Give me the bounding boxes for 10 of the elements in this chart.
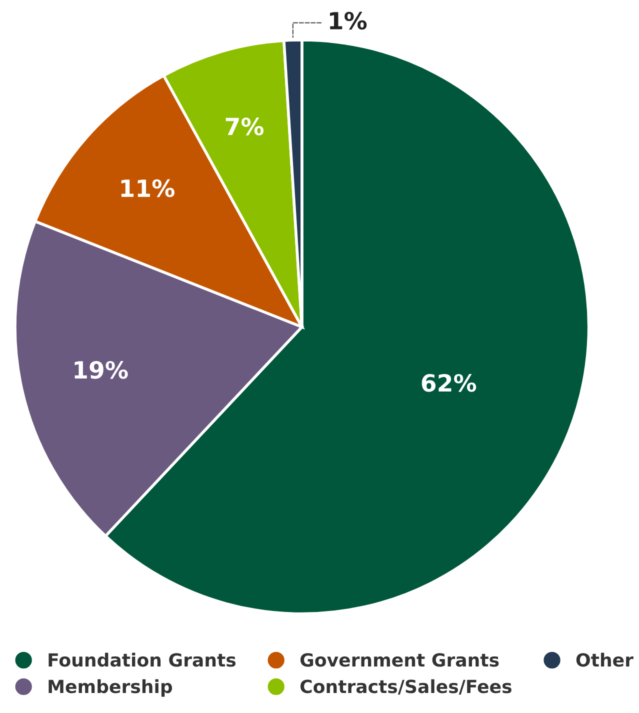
data-label: 19% [74, 360, 128, 379]
data-label: 11% [121, 179, 174, 198]
legend-label: Membership [48, 679, 172, 697]
data-label: 1% [330, 12, 367, 30]
legend-label: Government Grants [300, 653, 499, 667]
legend-label: Foundation Grants [48, 652, 236, 667]
legend-label: Other [576, 652, 634, 667]
legend-label: Contracts/Sales/Fees [300, 679, 512, 695]
data-label: 62% [422, 374, 476, 392]
data-label: 7% [226, 118, 264, 136]
